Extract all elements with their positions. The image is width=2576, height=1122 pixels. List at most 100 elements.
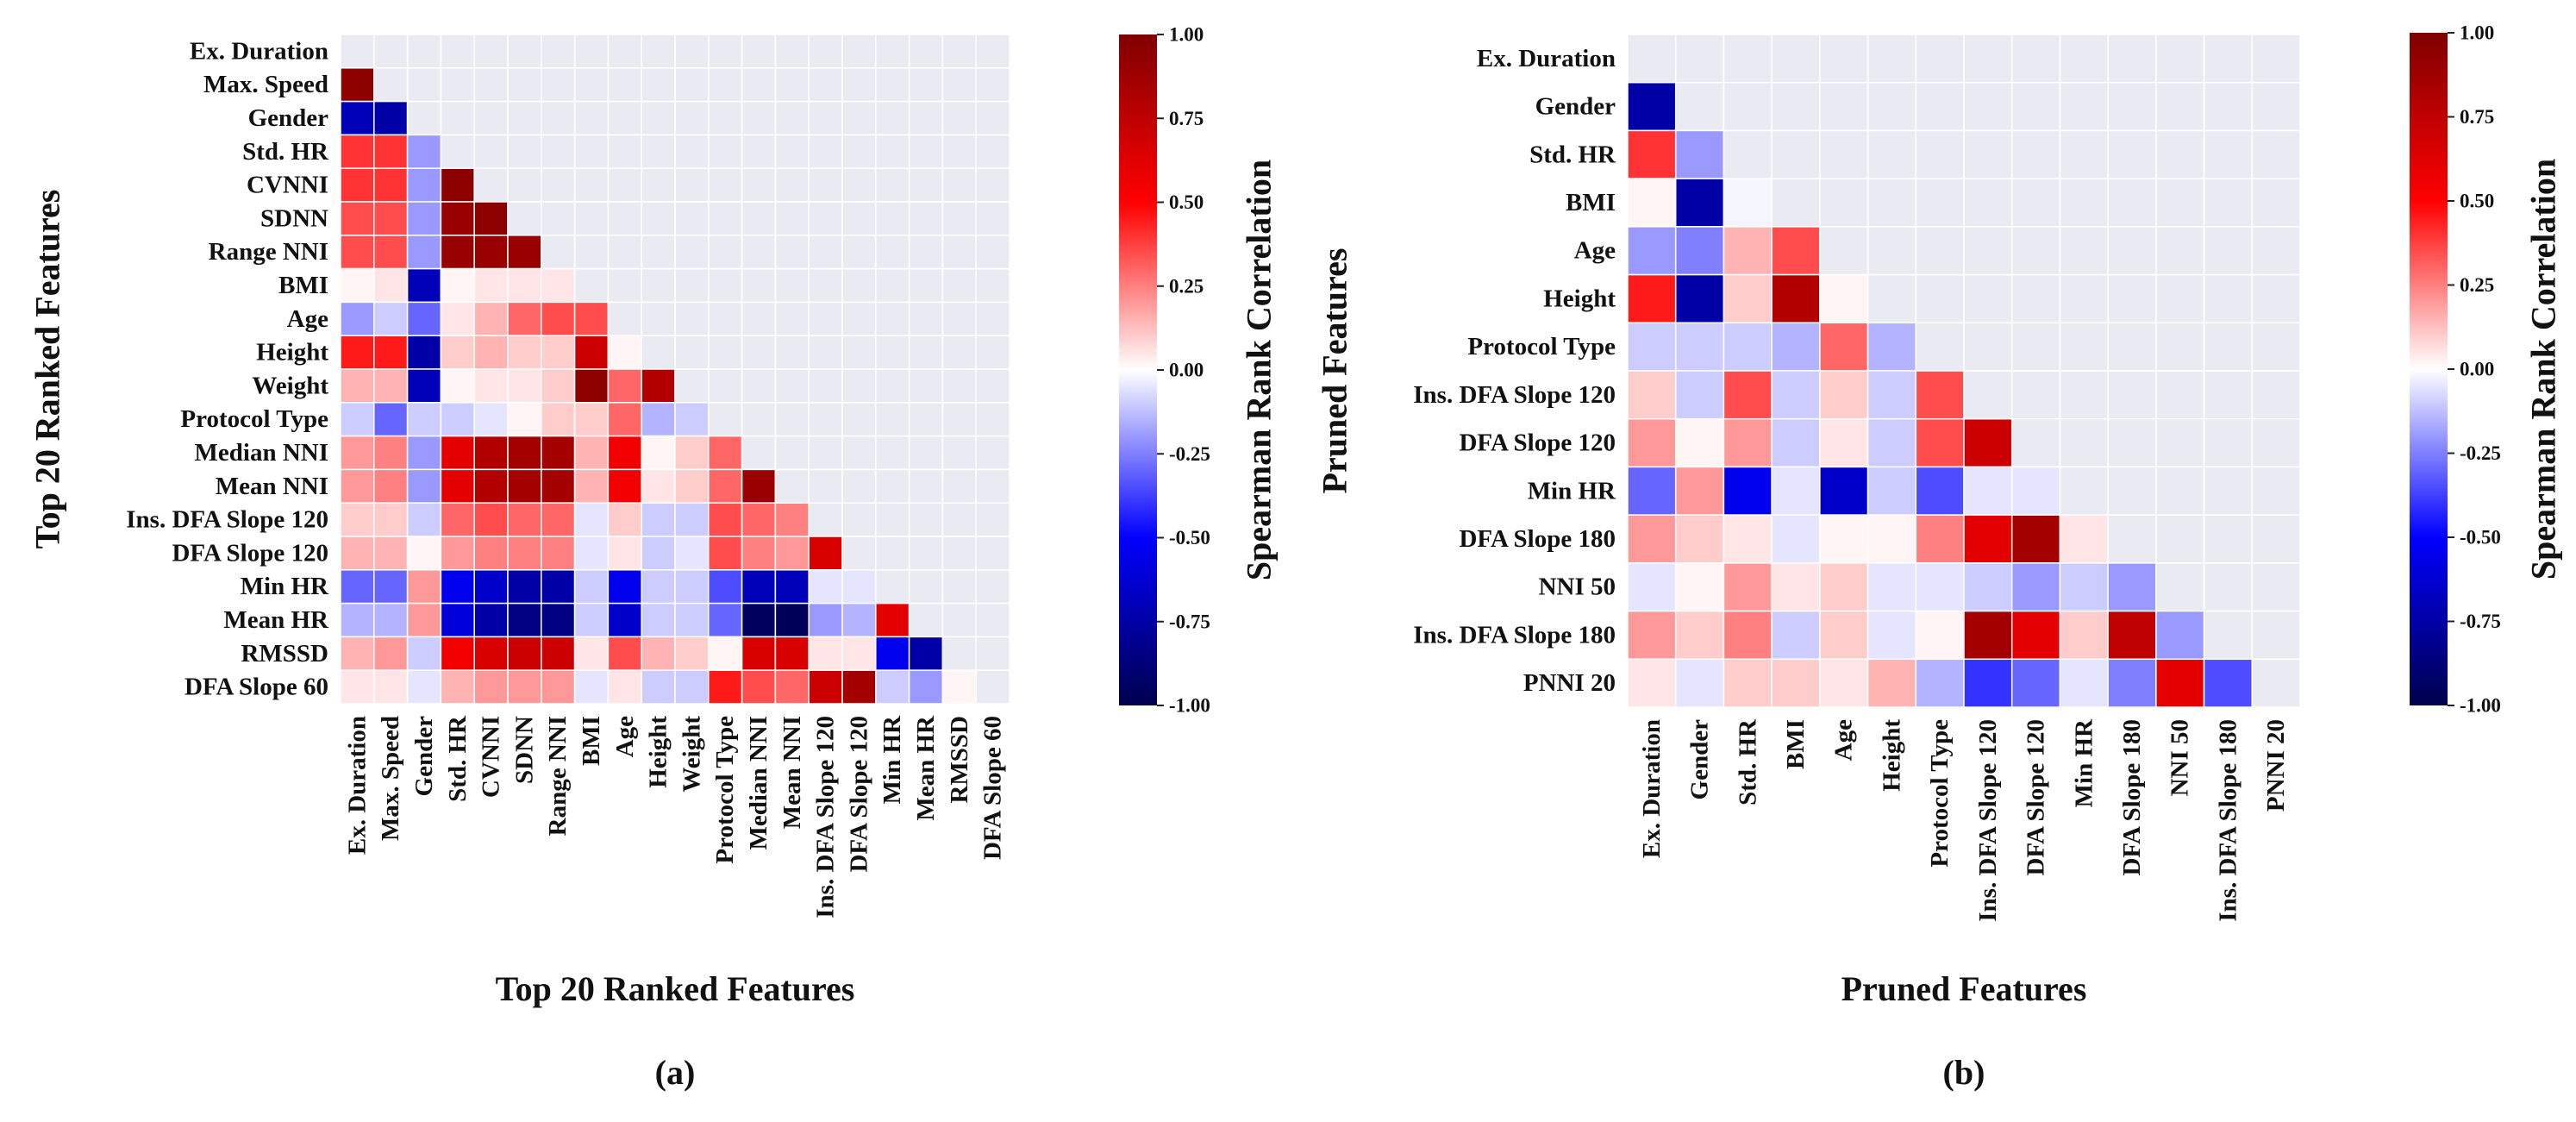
colorbar-tick-label: -1.00 [1169, 695, 1210, 717]
heatmap-cell [573, 435, 610, 471]
heatmap-cell [1963, 658, 2013, 708]
heatmap-cell [573, 402, 610, 437]
heatmap-cell [1723, 514, 1773, 564]
heatmap-cell [1674, 417, 1725, 468]
heatmap-cell [607, 536, 642, 571]
heatmap-cell [473, 301, 509, 336]
x-tick-label-ins-dfa-slope-120: Ins. DFA Slope 120 [1974, 719, 2002, 922]
y-tick-label-bmi: BMI [1566, 189, 1616, 216]
heatmap-cell [507, 368, 542, 404]
heatmap-cell [507, 468, 542, 504]
heatmap-cell [1723, 562, 1773, 612]
heatmap-cell [1771, 562, 1821, 612]
heatmap-cell [1627, 226, 1677, 276]
heatmap-cell [808, 669, 843, 705]
heatmap-cell [1627, 129, 1677, 179]
heatmap-cell [440, 536, 475, 571]
heatmap-cell [573, 468, 610, 504]
heatmap-cell [607, 402, 642, 437]
heatmap-cell [507, 636, 542, 671]
heatmap-cell [774, 669, 810, 705]
y-tick-label-cvnni: CVNNI [247, 172, 328, 199]
masked-cell [975, 669, 1010, 705]
x-tick-label-rmssd: RMSSD [946, 716, 973, 804]
heatmap-cell [406, 201, 442, 236]
heatmap-cell [774, 569, 810, 605]
heatmap-cell [406, 167, 442, 203]
y-tick-label-height: Height [256, 339, 328, 367]
heatmap-cell [607, 569, 642, 605]
x-tick-label-dfa-slope-180: DFA Slope 180 [2118, 719, 2146, 876]
heatmap-cell [1674, 658, 1725, 708]
colorbar-tick-label: -0.25 [1169, 443, 1210, 465]
heatmap-cell [774, 636, 810, 671]
heatmap-cell [1819, 273, 1869, 324]
x-tick-label-mean-nni: Mean NNI [778, 716, 806, 829]
colorbar-tick-label: -1.00 [2460, 695, 2501, 717]
heatmap-cell [373, 502, 409, 537]
colorbar-tick-label: 0.25 [2460, 274, 2494, 296]
heatmap-cell [340, 100, 375, 136]
heatmap-cell [340, 502, 375, 537]
heatmap-cell [908, 669, 944, 705]
heatmap-cell [507, 235, 542, 270]
y-tick-label-mean-nni: Mean NNI [216, 473, 328, 500]
heatmap-cell [808, 536, 843, 571]
heatmap-cell [1866, 322, 1917, 372]
heatmap-cell [340, 167, 375, 203]
heatmap-cell [808, 569, 843, 605]
heatmap-cell [1674, 514, 1725, 564]
y-tick-label-age: Age [287, 305, 328, 333]
heatmap-cell [406, 468, 442, 504]
heatmap-cell [708, 435, 743, 471]
heatmap-cell [373, 468, 409, 504]
y-tick-label-dfa-slope-120: DFA Slope 120 [1459, 429, 1616, 457]
colorbar-tick-label: 0.50 [1169, 191, 1204, 213]
heatmap-cell [1915, 514, 1965, 564]
colorbar-tick-label: 1.00 [1169, 24, 1204, 46]
heatmap-cell [373, 602, 409, 638]
heatmap-cell [1723, 658, 1773, 708]
x-axis-title: Top 20 Ranked Features [496, 969, 855, 1008]
heatmap-cell [741, 569, 777, 605]
colorbar-title: Spearman Rank Correlation [1240, 160, 1279, 580]
heatmap-cell [1915, 562, 1965, 612]
heatmap-cell [708, 468, 743, 504]
heatmap-cell [908, 636, 944, 671]
heatmap-cell [406, 402, 442, 437]
colorbar [1119, 34, 1157, 705]
heatmap-cell [406, 335, 442, 370]
heatmap-cell [741, 669, 777, 705]
heatmap-cell [541, 602, 576, 638]
heatmap-cell [573, 569, 610, 605]
heatmap-cell [708, 569, 743, 605]
heatmap-cell [741, 502, 777, 537]
heatmap-cell [875, 602, 910, 638]
heatmap-cell [406, 435, 442, 471]
y-tick-label-rmssd: RMSSD [241, 640, 328, 668]
heatmap-cell [541, 502, 576, 537]
y-tick-label-ins-dfa-slope-120: Ins. DFA Slope 120 [1413, 381, 1616, 409]
heatmap-cell [875, 669, 910, 705]
y-tick-label-height: Height [1543, 285, 1616, 312]
heatmap-cell [1674, 273, 1725, 324]
heatmap-cell [1723, 273, 1773, 324]
heatmap-cell [1723, 370, 1773, 420]
x-tick-label-std-hr: Std. HR [1734, 718, 1761, 805]
heatmap-cell [1723, 417, 1773, 468]
y-tick-label-ex-duration: Ex. Duration [190, 37, 328, 65]
heatmap-cell [641, 536, 676, 571]
heatmap-cell [373, 569, 409, 605]
x-tick-label-dfa-slope-120: DFA Slope 120 [2023, 719, 2050, 876]
x-tick-label-gender: Gender [1686, 719, 1714, 800]
heatmap-cell [340, 134, 375, 169]
heatmap-cell [1963, 514, 2013, 564]
y-tick-label-weight: Weight [252, 372, 328, 399]
y-tick-label-dfa-slope-180: DFA Slope 180 [1459, 525, 1616, 553]
heatmap-cell [507, 335, 542, 370]
heatmap-cell [440, 435, 475, 471]
heatmap-cell [541, 569, 576, 605]
heatmap-cell [774, 502, 810, 537]
y-tick-label-std-hr: Std. HR [1529, 141, 1616, 168]
